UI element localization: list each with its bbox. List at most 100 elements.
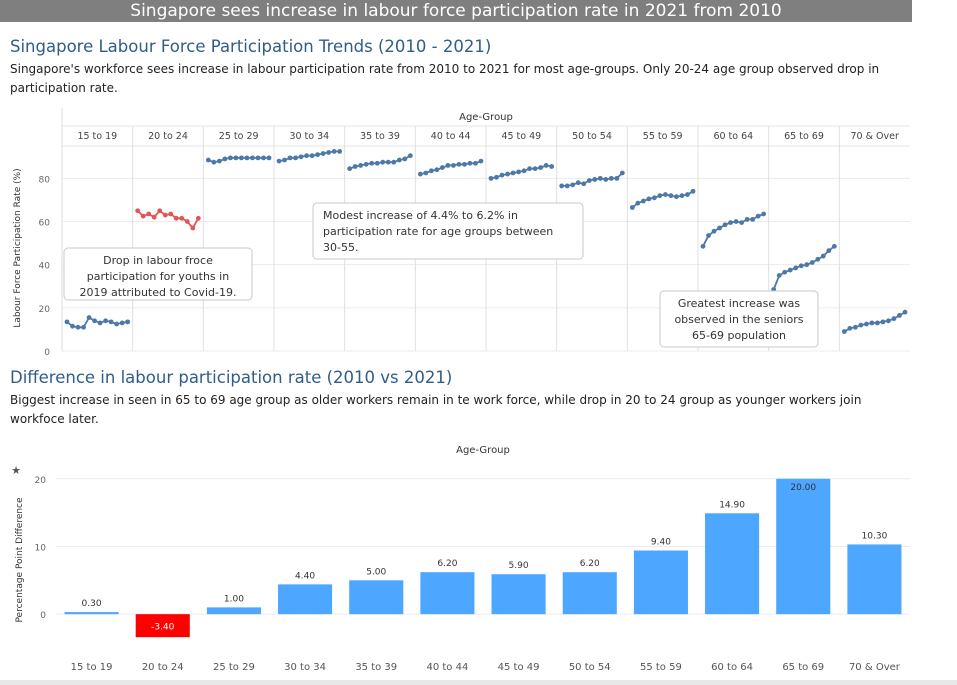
bar-chart: Age-Group 0 10 20 Percentage Point Differenc…: [11, 445, 910, 673]
section2-title: Difference in labour participation rate …: [10, 368, 453, 387]
data-point-20-to-24: [195, 215, 201, 221]
x-tick-60-to-64: 60 to 64: [711, 662, 753, 673]
data-point-35-to-39: [352, 164, 358, 169]
annotation-text: participation for youths in: [87, 270, 229, 283]
data-point-20-to-24: [140, 213, 146, 219]
bar-label-15-to-19: 0.30: [82, 599, 102, 609]
data-point-20-to-24: [146, 211, 152, 217]
data-point-60-to-64: [717, 225, 722, 231]
data-point-55-to-59: [651, 195, 657, 201]
data-point-25-to-29: [205, 157, 211, 163]
data-point-45-to-49: [488, 175, 494, 181]
data-point-65-to-69: [804, 262, 810, 268]
data-point-55-to-59: [646, 196, 652, 202]
panel-label-70-and-over: 70 & Over: [850, 131, 898, 142]
data-point-35-to-39: [369, 160, 375, 166]
bar-label-50-to-54: 6.20: [580, 559, 600, 569]
data-point-30-to-34: [320, 151, 326, 156]
data-point-40-to-44: [434, 167, 440, 173]
data-point-25-to-29: [211, 159, 217, 165]
panel-label-45-to-49: 45 to 49: [501, 131, 541, 142]
data-point-25-to-29: [255, 155, 261, 161]
data-point-15-to-19: [125, 319, 131, 325]
data-point-40-to-44: [445, 163, 451, 168]
data-point-20-to-24: [157, 208, 163, 214]
data-point-55-to-59: [663, 192, 668, 197]
data-point-65-to-69: [782, 269, 788, 275]
data-point-65-to-69: [831, 243, 837, 249]
bar-label-20-to-24: -3.40: [151, 623, 175, 633]
data-point-65-to-69: [815, 256, 821, 262]
data-point-65-to-69: [826, 248, 832, 254]
x-tick-15-to-19: 15 to 19: [71, 662, 113, 673]
line-chart-y-tick: 20: [39, 305, 51, 315]
data-point-35-to-39: [347, 166, 353, 172]
data-point-15-to-19: [92, 318, 97, 324]
line-chart-y-tick: 40: [39, 262, 51, 272]
bar-35-to-39: [349, 580, 404, 615]
data-point-55-to-59: [635, 200, 641, 206]
bar-label-60-to-64: 14.90: [719, 500, 745, 510]
x-tick-55-to-59: 55 to 59: [640, 662, 682, 673]
bar-55-to-59: [633, 550, 688, 615]
data-point-70-and-over: [880, 319, 886, 325]
bar-chart-y-tick: 20: [35, 476, 47, 486]
data-point-70-and-over: [869, 320, 875, 326]
x-tick-30-to-34: 30 to 34: [284, 662, 326, 673]
line-chart-y-label: Labour Force Participation Rate (%): [13, 168, 23, 327]
data-point-60-to-64: [706, 233, 711, 238]
data-point-25-to-29: [233, 155, 239, 161]
pin-icon: ★: [11, 464, 21, 477]
data-point-15-to-19: [86, 315, 92, 320]
data-point-15-to-19: [97, 320, 103, 326]
data-point-40-to-44: [467, 160, 473, 166]
bar-label-55-to-59: 9.40: [651, 538, 671, 548]
bar-label-40-to-44: 6.20: [437, 559, 457, 569]
data-point-20-to-24: [190, 225, 196, 231]
data-point-35-to-39: [374, 160, 380, 166]
data-point-70-and-over: [858, 322, 864, 328]
data-point-45-to-49: [532, 166, 538, 172]
data-point-25-to-29: [244, 155, 250, 161]
annotation-text: observed in the seniors: [674, 313, 803, 326]
bar-label-25-to-29: 1.00: [224, 594, 244, 604]
data-point-25-to-29: [250, 155, 255, 161]
bar-65-to-69: [776, 478, 831, 615]
bar-45-to-49: [491, 574, 546, 615]
data-point-50-to-54: [570, 182, 576, 188]
data-point-50-to-54: [592, 177, 598, 182]
data-point-40-to-44: [428, 168, 434, 174]
x-tick-40-to-44: 40 to 44: [426, 662, 468, 673]
data-point-55-to-59: [640, 198, 646, 204]
data-point-55-to-59: [679, 193, 685, 199]
data-point-40-to-44: [478, 158, 484, 164]
data-point-15-to-19: [75, 324, 81, 330]
line-chart-header: Age-Group: [459, 112, 513, 123]
data-point-45-to-49: [510, 170, 516, 176]
annotation-text: Drop in labour froce: [103, 254, 213, 267]
data-point-50-to-54: [586, 178, 592, 183]
x-tick-65-to-69: 65 to 69: [782, 662, 824, 673]
data-point-20-to-24: [184, 219, 190, 224]
data-point-55-to-59: [690, 188, 696, 194]
data-point-35-to-39: [391, 159, 397, 165]
data-point-50-to-54: [603, 177, 609, 182]
data-point-65-to-69: [809, 260, 815, 265]
data-point-40-to-44: [451, 163, 456, 168]
bar-chart-y-tick: 0: [40, 611, 46, 621]
data-point-40-to-44: [439, 165, 445, 170]
data-point-50-to-54: [608, 175, 614, 181]
data-point-60-to-64: [750, 216, 756, 222]
data-point-20-to-24: [135, 208, 141, 214]
panel-label-15-to-19: 15 to 19: [77, 131, 117, 142]
data-point-65-to-69: [798, 263, 804, 269]
data-point-60-to-64: [755, 213, 761, 219]
data-point-30-to-34: [304, 153, 309, 159]
data-point-50-to-54: [559, 183, 565, 189]
bar-25-to-29: [206, 607, 261, 615]
data-point-20-to-24: [173, 215, 179, 221]
data-point-45-to-49: [521, 168, 527, 174]
data-point-65-to-69: [820, 253, 826, 259]
panel-label-30-to-34: 30 to 34: [289, 131, 329, 142]
annotation-text: 30-55.: [323, 241, 358, 254]
